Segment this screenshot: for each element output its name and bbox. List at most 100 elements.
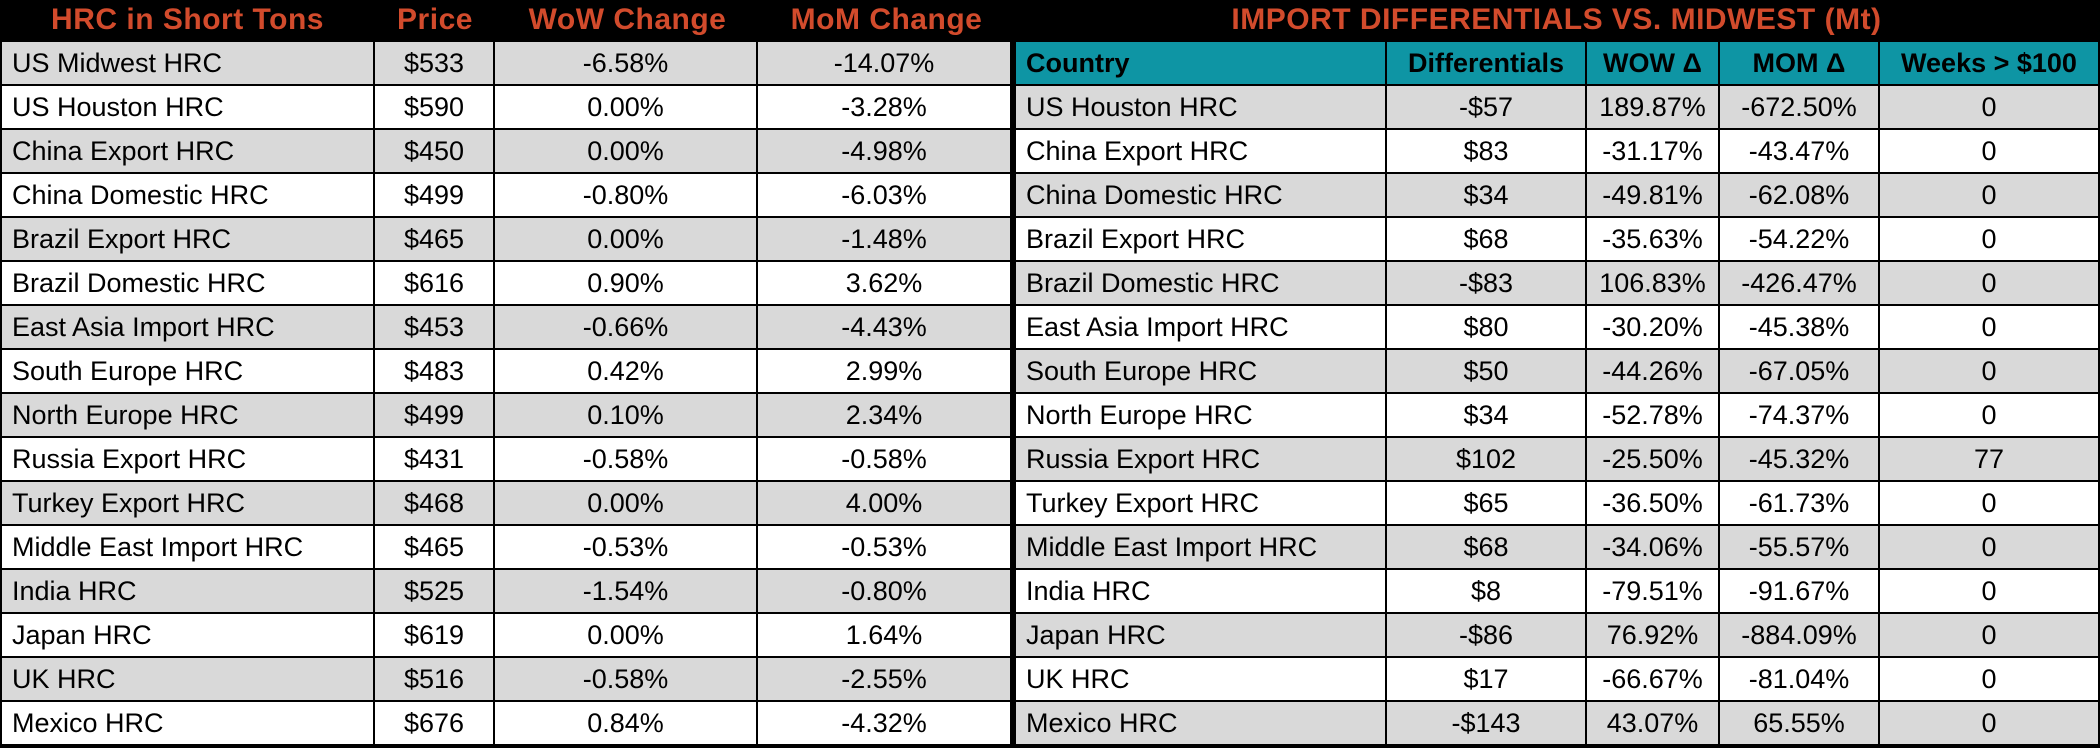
wow-change-cell: -0.80% — [495, 174, 756, 216]
weeks-over-100-cell: 0 — [1880, 130, 2098, 172]
weeks-over-100-cell: 0 — [1880, 614, 2098, 656]
weeks-over-100-cell: 0 — [1880, 218, 2098, 260]
country-cell: South Europe HRC — [1016, 350, 1385, 392]
price-cell: $525 — [375, 570, 493, 612]
wow-delta-cell: -35.63% — [1587, 218, 1718, 260]
mom-change-cell: -4.43% — [758, 306, 1010, 348]
mom-change-cell: 4.00% — [758, 482, 1010, 524]
differential-cell: $65 — [1387, 482, 1585, 524]
wow-change-cell: 0.00% — [495, 614, 756, 656]
country-cell: North Europe HRC — [1016, 394, 1385, 436]
wow-change-cell: 0.00% — [495, 130, 756, 172]
mom-delta-cell: -74.37% — [1720, 394, 1878, 436]
wow-change-column-header: WoW Change — [528, 3, 727, 36]
mom-delta-cell: -426.47% — [1720, 262, 1878, 304]
differential-cell: $68 — [1387, 218, 1585, 260]
mom-delta-cell: -62.08% — [1720, 174, 1878, 216]
import-differentials-table: Country Differentials WOW Δ MOM Δ Weeks … — [1013, 40, 2100, 748]
differential-cell: $102 — [1387, 438, 1585, 480]
price-cell: $465 — [375, 218, 493, 260]
price-cell: $499 — [375, 394, 493, 436]
right-table-title: IMPORT DIFFERENTIALS VS. MIDWEST (Mt) — [1231, 3, 1882, 36]
product-cell: US Houston HRC — [2, 86, 373, 128]
wow-delta-cell: -25.50% — [1587, 438, 1718, 480]
price-cell: $483 — [375, 350, 493, 392]
price-cell: $465 — [375, 526, 493, 568]
differential-cell: $34 — [1387, 174, 1585, 216]
mom-change-cell: -0.80% — [758, 570, 1010, 612]
mom-delta-cell: -54.22% — [1720, 218, 1878, 260]
mom-change-cell: -0.58% — [758, 438, 1010, 480]
weeks-over-100-cell: 0 — [1880, 86, 2098, 128]
price-cell: $590 — [375, 86, 493, 128]
country-cell: US Houston HRC — [1016, 86, 1385, 128]
weeks-over-100-cell: 0 — [1880, 394, 2098, 436]
mom-delta-cell: -672.50% — [1720, 86, 1878, 128]
title-band: HRC in Short Tons Price WoW Change MoM C… — [0, 0, 2100, 40]
mom-delta-cell: -67.05% — [1720, 350, 1878, 392]
weeks-over-100-cell: 0 — [1880, 702, 2098, 744]
country-cell: East Asia Import HRC — [1016, 306, 1385, 348]
wow-delta-cell: 106.83% — [1587, 262, 1718, 304]
weeks-over-100-cell: 0 — [1880, 262, 2098, 304]
product-cell: Brazil Domestic HRC — [2, 262, 373, 304]
product-cell: South Europe HRC — [2, 350, 373, 392]
mom-change-cell: 2.99% — [758, 350, 1010, 392]
product-cell: India HRC — [2, 570, 373, 612]
price-cell: $453 — [375, 306, 493, 348]
mom-delta-cell: -45.38% — [1720, 306, 1878, 348]
mom-delta-cell: -43.47% — [1720, 130, 1878, 172]
country-cell: China Export HRC — [1016, 130, 1385, 172]
weeks-over-100-column-header: Weeks > $100 — [1880, 42, 2098, 84]
mom-delta-cell: -45.32% — [1720, 438, 1878, 480]
mom-change-cell: -4.98% — [758, 130, 1010, 172]
differential-cell: -$57 — [1387, 86, 1585, 128]
mom-delta-cell: -884.09% — [1720, 614, 1878, 656]
wow-delta-cell: -66.67% — [1587, 658, 1718, 700]
product-cell: Japan HRC — [2, 614, 373, 656]
differential-cell: -$83 — [1387, 262, 1585, 304]
wow-delta-column-header: WOW Δ — [1587, 42, 1718, 84]
differential-cell: $34 — [1387, 394, 1585, 436]
weeks-over-100-cell: 0 — [1880, 526, 2098, 568]
wow-change-cell: 0.00% — [495, 86, 756, 128]
country-cell: Mexico HRC — [1016, 702, 1385, 744]
product-cell: Turkey Export HRC — [2, 482, 373, 524]
wow-delta-cell: -79.51% — [1587, 570, 1718, 612]
country-cell: Brazil Export HRC — [1016, 218, 1385, 260]
differential-cell: -$143 — [1387, 702, 1585, 744]
mom-change-cell: 3.62% — [758, 262, 1010, 304]
mom-change-cell: -0.53% — [758, 526, 1010, 568]
mom-change-cell: -4.32% — [758, 702, 1010, 744]
weeks-over-100-cell: 0 — [1880, 306, 2098, 348]
wow-change-cell: -0.58% — [495, 438, 756, 480]
mom-change-cell: -6.03% — [758, 174, 1010, 216]
wow-change-cell: 0.84% — [495, 702, 756, 744]
mom-delta-column-header: MOM Δ — [1720, 42, 1878, 84]
wow-change-cell: 0.42% — [495, 350, 756, 392]
mom-change-cell: -2.55% — [758, 658, 1010, 700]
weeks-over-100-cell: 0 — [1880, 350, 2098, 392]
wow-change-cell: -1.54% — [495, 570, 756, 612]
wow-change-cell: -0.66% — [495, 306, 756, 348]
mom-delta-cell: -81.04% — [1720, 658, 1878, 700]
product-cell: Russia Export HRC — [2, 438, 373, 480]
product-cell: UK HRC — [2, 658, 373, 700]
price-cell: $619 — [375, 614, 493, 656]
country-cell: UK HRC — [1016, 658, 1385, 700]
wow-delta-cell: -49.81% — [1587, 174, 1718, 216]
price-column-header: Price — [397, 3, 473, 36]
mom-delta-cell: -61.73% — [1720, 482, 1878, 524]
left-table-title: HRC in Short Tons — [51, 3, 324, 36]
mom-delta-cell: 65.55% — [1720, 702, 1878, 744]
price-cell: $499 — [375, 174, 493, 216]
mom-change-cell: 2.34% — [758, 394, 1010, 436]
wow-delta-cell: 43.07% — [1587, 702, 1718, 744]
differential-cell: $83 — [1387, 130, 1585, 172]
wow-delta-cell: -44.26% — [1587, 350, 1718, 392]
price-cell: $468 — [375, 482, 493, 524]
wow-change-cell: -6.58% — [495, 42, 756, 84]
weeks-over-100-cell: 77 — [1880, 438, 2098, 480]
wow-delta-cell: -30.20% — [1587, 306, 1718, 348]
